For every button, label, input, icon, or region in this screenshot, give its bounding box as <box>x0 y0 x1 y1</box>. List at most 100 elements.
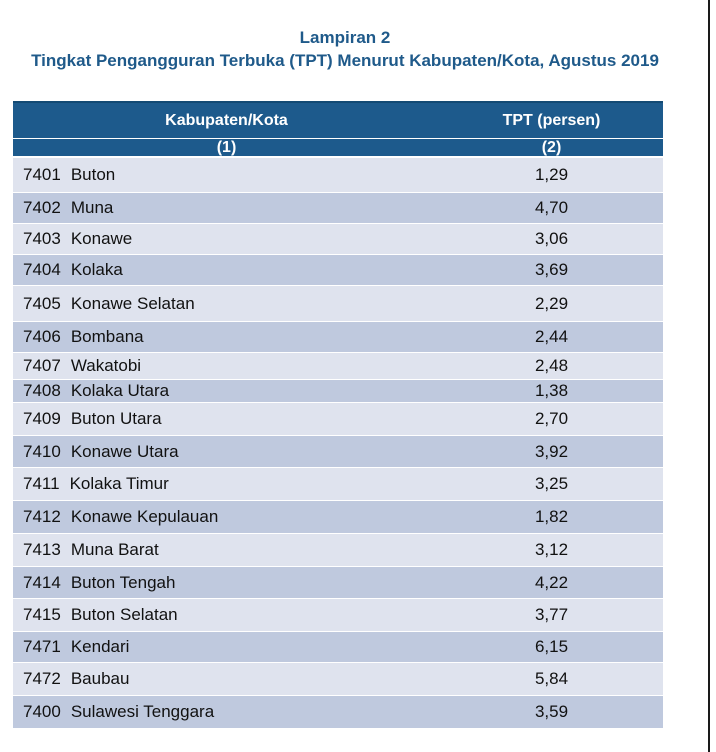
region-cell: 7405 Konawe Selatan <box>13 294 440 314</box>
tpt-value: 3,59 <box>534 702 569 721</box>
region-name: Konawe Kepulauan <box>70 507 219 526</box>
table-row: 7414 Buton Tengah 4,22 <box>13 567 663 599</box>
region-code: 7404 <box>23 260 61 279</box>
tpt-value: 2,70 <box>534 409 569 428</box>
table-row: 7408 Kolaka Utara 1,38 <box>13 380 663 403</box>
header-kabupaten-kota: Kabupaten/Kota <box>165 111 288 129</box>
region-cell: 7408 Kolaka Utara <box>13 381 440 401</box>
tpt-value: 3,25 <box>534 474 569 493</box>
region-code: 7471 <box>23 637 61 656</box>
tpt-value: 3,77 <box>534 605 569 624</box>
table-title: Tingkat Pengangguran Terbuka (TPT) Menur… <box>31 51 659 70</box>
region-code: 7401 <box>23 165 61 184</box>
table-row: 7400 Sulawesi Tenggara 3,59 <box>13 696 663 729</box>
region-cell: 7409 Buton Utara <box>13 409 440 429</box>
table-row: 7472 Baubau 5,84 <box>13 663 663 696</box>
page-edge-divider <box>708 0 710 752</box>
region-cell: 7403 Konawe <box>13 229 440 249</box>
region-cell: 7472 Baubau <box>13 669 440 689</box>
region-name: Muna Barat <box>70 540 159 559</box>
tpt-value: 4,70 <box>534 198 569 217</box>
region-name: Buton Tengah <box>70 572 176 592</box>
table-row: 7401 Buton 1,29 <box>13 158 663 193</box>
table-row: 7404 Kolaka 3,69 <box>13 255 663 286</box>
region-code: 7409 <box>23 409 61 428</box>
region-name: Muna <box>70 198 114 217</box>
tpt-value: 3,69 <box>534 260 569 279</box>
region-code: 7405 <box>23 293 61 313</box>
table-column-number-row: (1) (2) <box>13 138 663 158</box>
region-name: Konawe Selatan <box>70 293 195 313</box>
tpt-value: 1,82 <box>534 507 569 526</box>
region-code: 7413 <box>23 540 61 559</box>
table-row: 7409 Buton Utara 2,70 <box>13 403 663 436</box>
appendix-label: Lampiran 2 <box>299 28 391 47</box>
region-cell: 7402 Muna <box>13 198 440 218</box>
region-name: Bombana <box>70 327 144 346</box>
tpt-value: 2,29 <box>534 293 569 313</box>
region-code: 7403 <box>23 229 61 248</box>
table-row: 7407 Wakatobi 2,48 <box>13 353 663 380</box>
region-cell: 7411 Kolaka Timur <box>13 474 440 494</box>
tpt-value: 5,84 <box>534 669 569 688</box>
region-code: 7412 <box>23 507 61 526</box>
region-name: Wakatobi <box>70 356 142 375</box>
tpt-value: 1,29 <box>534 165 569 184</box>
region-name: Konawe <box>70 229 133 248</box>
region-name: Baubau <box>70 669 130 688</box>
region-cell: 7401 Buton <box>13 165 440 185</box>
region-cell: 7410 Konawe Utara <box>13 442 440 462</box>
region-name: Buton Selatan <box>70 605 178 624</box>
table-row: 7413 Muna Barat 3,12 <box>13 534 663 567</box>
table-row: 7402 Muna 4,70 <box>13 193 663 224</box>
region-cell: 7407 Wakatobi <box>13 356 440 376</box>
region-cell: 7404 Kolaka <box>13 260 440 280</box>
table-row: 7405 Konawe Selatan 2,29 <box>13 286 663 322</box>
region-code: 7472 <box>23 669 61 688</box>
region-code: 7407 <box>23 356 61 375</box>
table-row: 7415 Buton Selatan 3,77 <box>13 599 663 632</box>
region-code: 7400 <box>23 702 61 721</box>
header-tpt-persen: TPT (persen) <box>502 111 601 129</box>
region-cell: 7412 Konawe Kepulauan <box>13 507 440 527</box>
tpt-value: 2,48 <box>534 356 569 375</box>
region-cell: 7415 Buton Selatan <box>13 605 440 625</box>
region-code: 7406 <box>23 327 61 346</box>
region-cell: 7413 Muna Barat <box>13 540 440 560</box>
region-code: 7414 <box>23 572 61 592</box>
column-number-2: (2) <box>541 138 562 156</box>
table-row: 7412 Konawe Kepulauan 1,82 <box>13 501 663 534</box>
tpt-value: 3,92 <box>534 441 569 461</box>
tpt-value: 2,44 <box>534 327 569 346</box>
region-code: 7408 <box>23 381 61 400</box>
tpt-value: 3,06 <box>534 229 569 248</box>
tpt-table: Kabupaten/Kota TPT (persen) (1) (2) 7401… <box>13 101 663 729</box>
tpt-value: 1,38 <box>534 381 569 400</box>
region-cell: 7414 Buton Tengah <box>13 573 440 593</box>
table-row: 7411 Kolaka Timur 3,25 <box>13 468 663 501</box>
region-code: 7411 <box>23 474 60 493</box>
region-name: Buton Utara <box>70 409 162 428</box>
table-row: 7403 Konawe 3,06 <box>13 224 663 255</box>
table-row: 7410 Konawe Utara 3,92 <box>13 436 663 468</box>
region-name: Kolaka Utara <box>70 381 170 400</box>
region-code: 7415 <box>23 605 61 624</box>
table-header-row: Kabupaten/Kota TPT (persen) <box>13 101 663 138</box>
table-row: 7406 Bombana 2,44 <box>13 322 663 353</box>
region-name: Kolaka Timur <box>69 474 169 493</box>
region-name: Buton <box>70 165 116 184</box>
tpt-value: 6,15 <box>534 637 569 656</box>
region-name: Konawe Utara <box>70 441 179 461</box>
tpt-value: 4,22 <box>534 572 569 592</box>
region-cell: 7471 Kendari <box>13 637 440 657</box>
region-name: Kendari <box>70 637 130 656</box>
region-name: Kolaka <box>70 260 123 279</box>
column-number-1: (1) <box>216 138 237 156</box>
region-cell: 7406 Bombana <box>13 327 440 347</box>
region-code: 7410 <box>23 441 61 461</box>
tpt-value: 3,12 <box>534 540 569 559</box>
region-code: 7402 <box>23 198 61 217</box>
region-cell: 7400 Sulawesi Tenggara <box>13 702 440 722</box>
table-row: 7471 Kendari 6,15 <box>13 632 663 663</box>
region-name: Sulawesi Tenggara <box>70 702 215 721</box>
